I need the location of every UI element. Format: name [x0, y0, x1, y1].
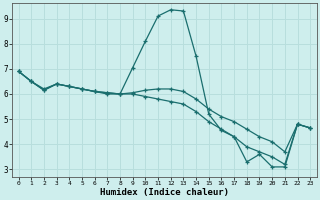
X-axis label: Humidex (Indice chaleur): Humidex (Indice chaleur)	[100, 188, 229, 197]
